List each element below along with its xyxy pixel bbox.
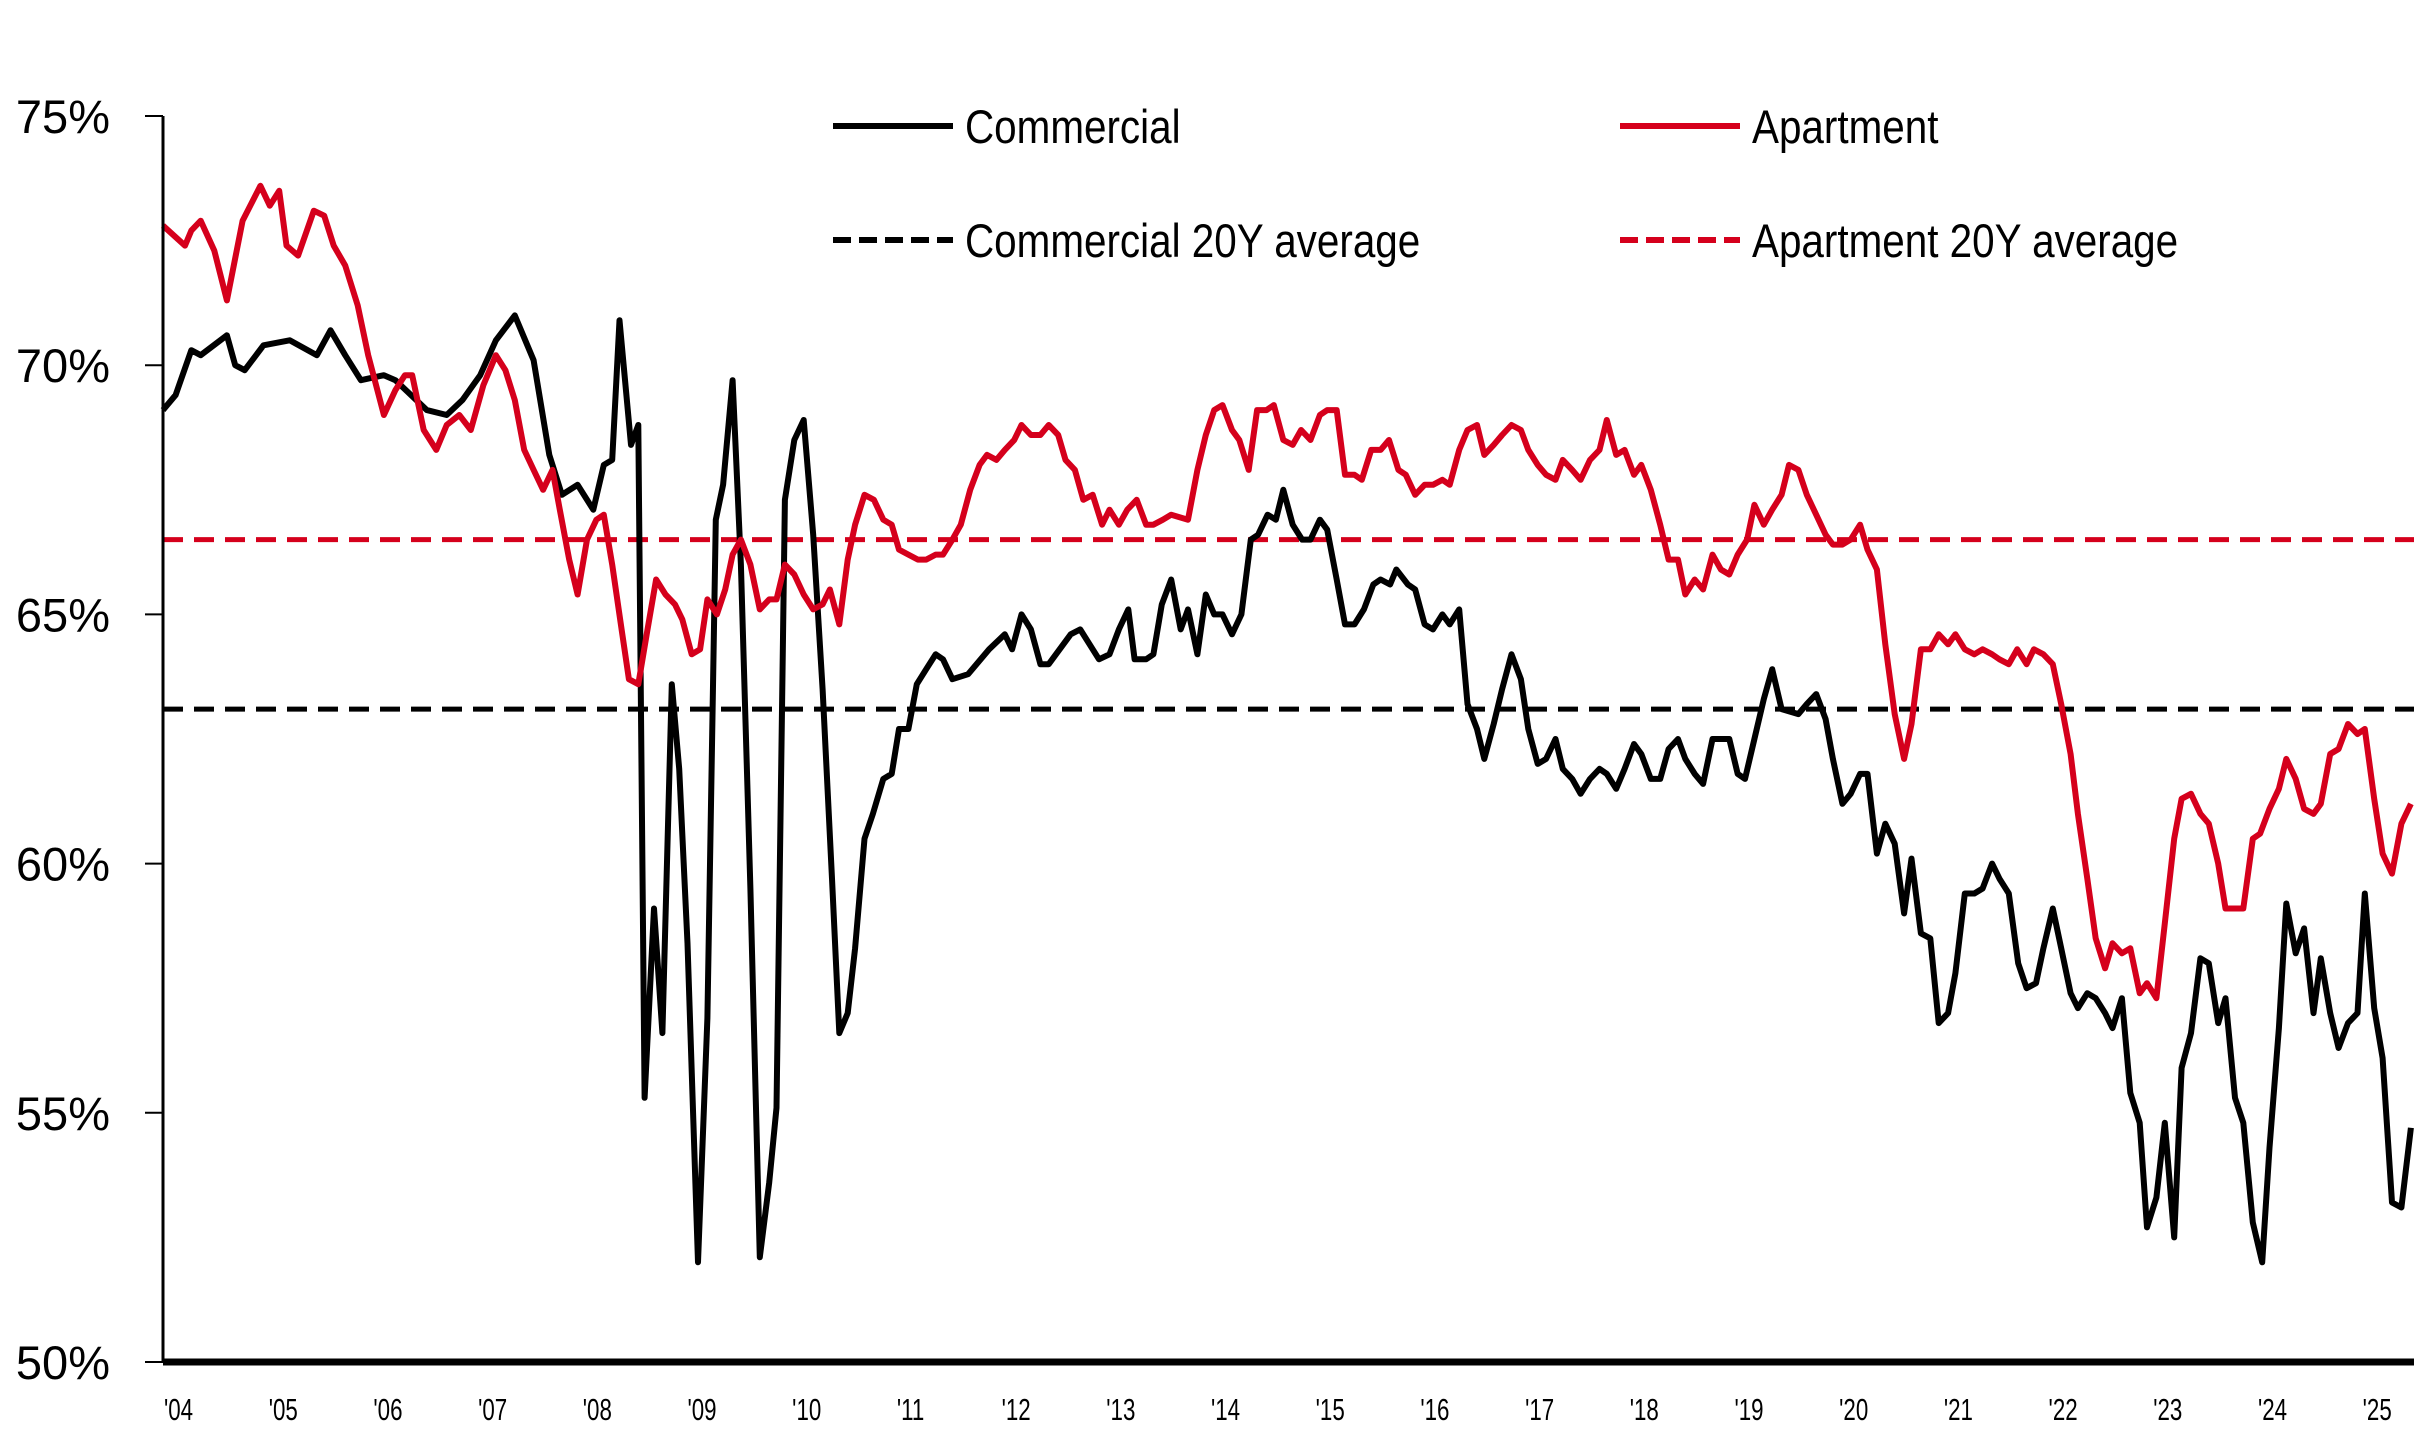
legend-label: Apartment 20Y average — [1752, 215, 2178, 268]
x-tick-label: '24 — [2258, 1392, 2287, 1426]
legend-label: Commercial 20Y average — [965, 215, 1420, 268]
x-tick-label: '09 — [687, 1392, 716, 1426]
x-tick-label: '18 — [1630, 1392, 1659, 1426]
x-tick-label: '13 — [1106, 1392, 1135, 1426]
x-tick-label: '05 — [269, 1392, 298, 1426]
series-lines — [160, 182, 2414, 1266]
y-tick-label: 70% — [16, 339, 110, 392]
legend-label: Apartment — [1752, 101, 1938, 154]
y-tick-label: 55% — [16, 1087, 110, 1140]
x-tick-label: '25 — [2363, 1392, 2392, 1426]
x-tick-label: '14 — [1211, 1392, 1240, 1426]
y-tick-label: 65% — [16, 588, 110, 641]
y-tick-label: 60% — [16, 838, 110, 891]
x-tick-label: '06 — [373, 1392, 402, 1426]
x-tick-label: '20 — [1839, 1392, 1868, 1426]
x-tick-label: '04 — [164, 1392, 193, 1426]
x-axis: '04 '05 '06 '07 '08 '09 '10 '11 '12 '13 '14 '15 '16 '… — [164, 1392, 2392, 1426]
x-tick-label: '19 — [1734, 1392, 1763, 1426]
y-tick-label: 50% — [16, 1336, 110, 1389]
x-tick-label: '08 — [583, 1392, 612, 1426]
y-axis: 50% 55% 60% 65% 70% 75% — [16, 90, 163, 1389]
x-tick-label: '07 — [478, 1392, 507, 1426]
x-tick-label: '23 — [2153, 1392, 2182, 1426]
apartment-series-line — [160, 182, 2414, 1002]
x-tick-label: '21 — [1944, 1392, 1973, 1426]
x-tick-label: '10 — [792, 1392, 821, 1426]
legend: Commercial Apartment Commercial 20Y averag… — [833, 101, 2178, 268]
x-tick-label: '15 — [1316, 1392, 1345, 1426]
legend-label: Commercial — [965, 101, 1181, 154]
commercial-series-line — [160, 312, 2414, 1266]
x-tick-label: '16 — [1420, 1392, 1449, 1426]
average-lines — [163, 537, 2414, 712]
x-tick-label: '22 — [2049, 1392, 2078, 1426]
y-tick-label: 75% — [16, 90, 110, 143]
x-tick-label: '11 — [897, 1392, 924, 1426]
x-tick-label: '12 — [1002, 1392, 1031, 1426]
x-tick-label: '17 — [1525, 1392, 1554, 1426]
